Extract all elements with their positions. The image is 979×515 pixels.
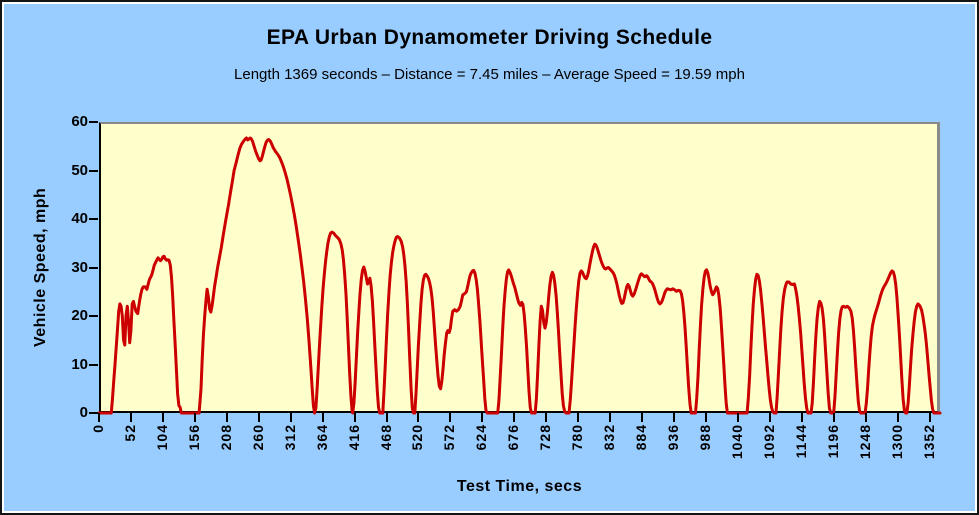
x-tick-label: 728	[537, 424, 554, 451]
x-tick-label: 260	[249, 424, 266, 451]
x-tick-label: 624	[473, 424, 490, 451]
y-tick-mark	[89, 266, 98, 269]
x-tick-mark	[673, 413, 675, 422]
x-tick-label: 780	[569, 424, 586, 451]
x-tick-label: 884	[633, 424, 650, 451]
y-tick-mark	[89, 218, 98, 220]
y-tick-label: 40	[71, 210, 88, 227]
x-tick-label: 1196	[824, 424, 841, 459]
x-tick-mark	[928, 413, 931, 422]
y-tick-mark	[89, 121, 98, 123]
x-tick-label: 676	[505, 424, 522, 451]
x-tick-mark	[161, 413, 164, 422]
y-tick-label: 10	[71, 355, 88, 373]
x-axis-title: Test Time, secs	[456, 478, 583, 495]
x-tick-mark	[513, 413, 516, 422]
x-tick-label: 416	[345, 424, 362, 451]
x-tick-mark	[896, 413, 899, 422]
x-tick-mark	[736, 413, 739, 422]
y-tick-mark	[89, 315, 98, 317]
y-tick-mark	[89, 363, 98, 366]
x-tick-label: 468	[377, 424, 394, 451]
y-tick-mark	[89, 169, 98, 172]
x-tick-label: 104	[153, 424, 170, 451]
x-tick-mark	[704, 413, 707, 422]
x-tick-mark	[353, 413, 356, 422]
x-tick-label: 0	[90, 424, 106, 433]
y-tick-label: 50	[71, 161, 88, 179]
x-tick-label: 156	[185, 424, 202, 451]
y-tick-label: 0	[79, 404, 88, 421]
x-tick-label: 572	[441, 424, 458, 451]
x-tick-label: 520	[409, 424, 426, 451]
x-tick-mark	[193, 413, 196, 422]
x-tick-mark	[321, 413, 324, 422]
plot-area	[97, 122, 942, 415]
x-tick-mark	[832, 413, 835, 422]
y-tick-mark	[89, 412, 98, 414]
x-tick-mark	[417, 413, 420, 422]
x-tick-label: 312	[281, 424, 298, 451]
speed-trace	[97, 136, 942, 415]
x-tick-mark	[768, 413, 771, 422]
x-tick-mark	[449, 413, 452, 422]
x-tick-label: 1144	[792, 424, 809, 459]
speed-trace-canvas	[97, 136, 942, 415]
x-tick-mark	[641, 413, 644, 422]
x-tick-mark	[98, 413, 100, 422]
chart-title: EPA Urban Dynamometer Driving Schedule	[266, 26, 713, 49]
x-tick-label: 832	[601, 424, 618, 451]
y-tick-label: 20	[71, 307, 88, 324]
x-tick-label: 1352	[920, 424, 937, 460]
x-tick-label: 936	[665, 424, 681, 451]
x-tick-label: 208	[217, 424, 234, 451]
x-tick-label: 52	[121, 424, 138, 442]
x-tick-mark	[864, 413, 867, 422]
x-tick-label: 1248	[856, 424, 873, 460]
x-tick-label: 988	[696, 424, 713, 451]
y-tick-label: 60	[71, 113, 88, 130]
x-tick-mark	[385, 413, 388, 422]
x-tick-mark	[289, 413, 292, 422]
x-tick-mark	[800, 413, 803, 422]
x-tick-mark	[257, 413, 260, 422]
x-tick-mark	[225, 413, 228, 422]
x-tick-mark	[129, 413, 132, 422]
x-tick-mark	[577, 413, 580, 422]
x-tick-label: 1300	[888, 424, 905, 460]
x-tick-mark	[609, 413, 612, 422]
x-tick-mark	[545, 413, 548, 422]
x-tick-label: 1092	[760, 424, 777, 460]
chart-subtitle: Length 1369 seconds – Distance = 7.45 mi…	[234, 66, 745, 83]
x-tick-label: 364	[313, 424, 330, 451]
x-tick-mark	[481, 413, 484, 422]
x-tick-label: 1040	[728, 424, 745, 460]
y-tick-label: 30	[71, 258, 88, 276]
